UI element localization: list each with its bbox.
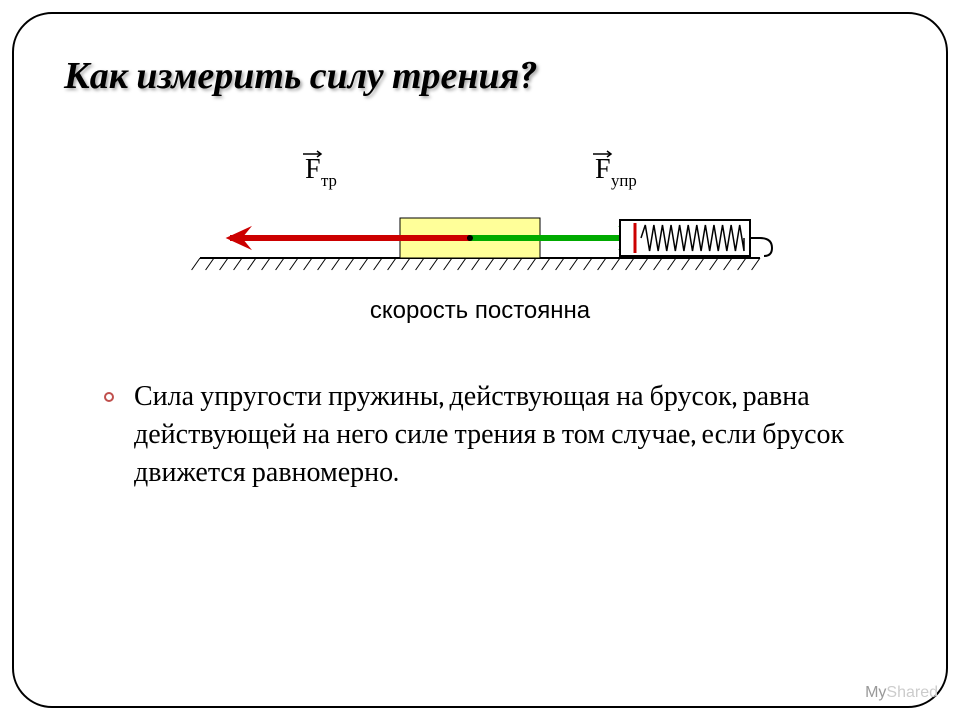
bullet-item: Сила упругости пружины, действующая на б… bbox=[104, 378, 896, 491]
bullet-dot-icon bbox=[104, 392, 114, 402]
svg-text:скорость постоянна: скорость постоянна bbox=[370, 297, 591, 324]
svg-text:F: F bbox=[595, 154, 611, 185]
svg-text:упр: упр bbox=[611, 171, 637, 190]
svg-text:F: F bbox=[305, 154, 321, 185]
watermark-part1: My bbox=[865, 684, 886, 701]
body-text-container: Сила упругости пружины, действующая на б… bbox=[64, 378, 896, 491]
slide-frame: Как измерить силу трения? FтрFупрскорост… bbox=[12, 12, 948, 708]
slide-title: Как измерить силу трения? bbox=[64, 54, 896, 98]
svg-text:тр: тр bbox=[321, 171, 337, 190]
physics-diagram: FтрFупрскорость постоянна bbox=[160, 128, 800, 348]
body-text: Сила упругости пружины, действующая на б… bbox=[134, 380, 844, 488]
watermark: MyShared bbox=[865, 684, 938, 702]
watermark-part2: Shared bbox=[886, 684, 938, 701]
